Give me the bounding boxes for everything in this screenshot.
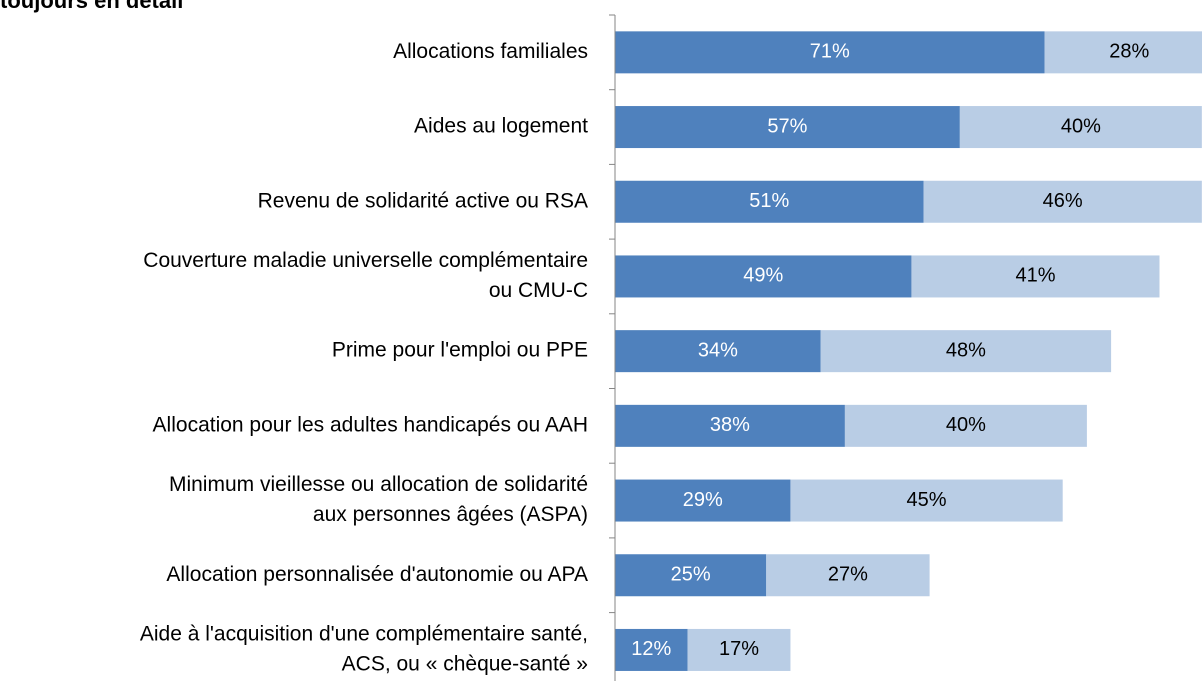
data-label: 28% — [1109, 41, 1149, 63]
category-label: Allocation personnalisée d'autonomie ou … — [166, 563, 588, 586]
bar-segment — [766, 554, 930, 597]
bar-segment — [844, 404, 1087, 447]
data-label: 48% — [946, 339, 986, 361]
category-label: Aides au logement — [414, 115, 588, 138]
category-label: aux personnes âgées (ASPA) — [313, 503, 588, 526]
chart-title: toujours en détail — [0, 0, 183, 13]
bar-segment — [615, 31, 1045, 74]
bar-segment — [687, 628, 791, 671]
category-label: ACS, ou « chèque-santé » — [342, 652, 588, 675]
data-label: 51% — [749, 190, 789, 212]
data-label: 34% — [698, 339, 738, 361]
bar-segment — [790, 479, 1063, 522]
data-label: 40% — [946, 414, 986, 436]
category-label: Allocation pour les adultes handicapés o… — [153, 413, 588, 436]
bar-segment — [615, 404, 845, 447]
bar-segment — [959, 106, 1202, 149]
data-label: 17% — [719, 638, 759, 660]
bar-segment — [1044, 31, 1202, 74]
bar-segment — [615, 255, 912, 298]
bar-segment — [615, 330, 821, 373]
bar-segment — [923, 180, 1202, 223]
data-label: 71% — [810, 41, 850, 63]
bar-segment — [615, 106, 960, 149]
data-label: 25% — [671, 564, 711, 586]
data-label: 29% — [683, 489, 723, 511]
category-label: Couverture maladie universelle complémen… — [143, 249, 588, 272]
category-label: ou CMU-C — [489, 279, 588, 302]
bar-segment — [615, 180, 924, 223]
data-label: 45% — [907, 489, 947, 511]
category-label: Allocations familiales — [393, 40, 588, 63]
category-label: Aide à l'acquisition d'une complémentair… — [140, 622, 588, 645]
data-label: 46% — [1043, 190, 1083, 212]
data-label: 38% — [710, 414, 750, 436]
data-label: 41% — [1015, 265, 1055, 287]
data-label: 49% — [743, 265, 783, 287]
category-label: Revenu de solidarité active ou RSA — [258, 189, 588, 212]
category-label: Prime pour l'emploi ou PPE — [332, 339, 588, 362]
bar-segment — [911, 255, 1160, 298]
bar-segment — [615, 479, 791, 522]
category-label: Minimum vieillesse ou allocation de soli… — [169, 473, 588, 496]
data-label: 27% — [828, 564, 868, 586]
data-label: 12% — [631, 638, 671, 660]
data-label: 40% — [1061, 115, 1101, 137]
bar-segment — [615, 628, 688, 671]
bar-segment — [820, 330, 1112, 373]
bar-segment — [615, 554, 767, 597]
data-label: 57% — [767, 115, 807, 137]
